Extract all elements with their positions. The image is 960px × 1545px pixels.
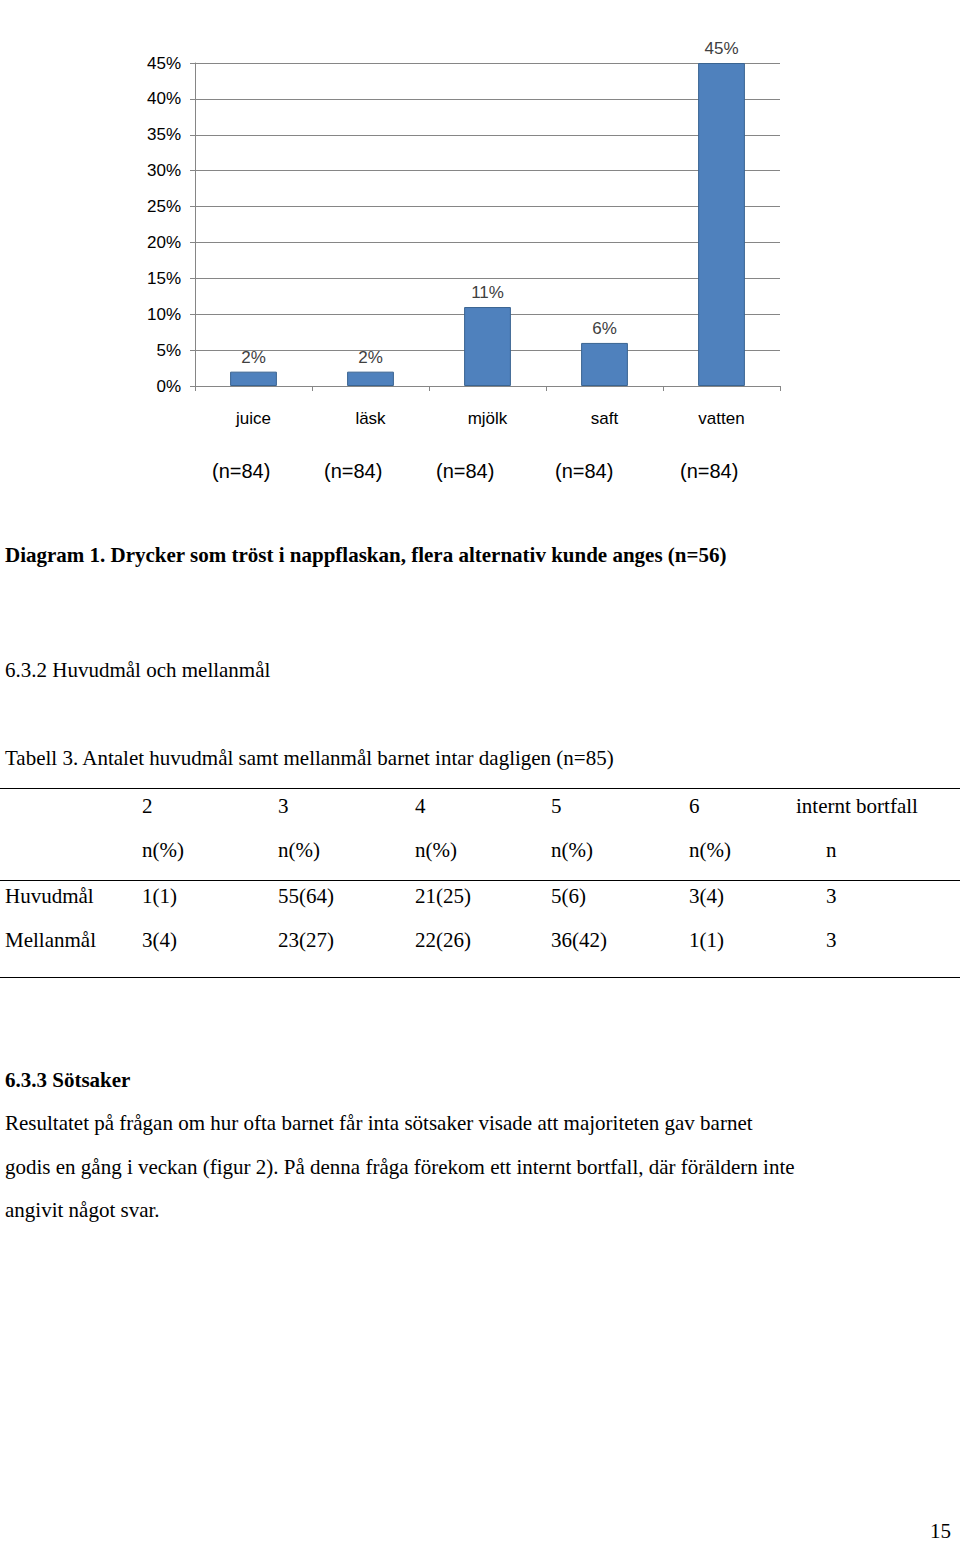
html-text:n(%): n(%) [551,838,593,862]
svg-text:10%: 10% [147,305,181,324]
html-text:55(64): 55(64) [278,884,334,908]
html-text:6.3.2 Huvudmål och mellanmål: 6.3.2 Huvudmål och mellanmål [5,658,271,682]
html-text:(n=84): (n=84) [555,460,614,482]
html-text:Mellanmål: Mellanmål [5,928,96,952]
html-text:(n=84): (n=84) [324,460,383,482]
svg-text:45%: 45% [704,39,738,58]
html-text:internt bortfall: internt bortfall [796,794,918,818]
html-text:2: 2 [142,794,153,818]
svg-text:2%: 2% [358,348,383,367]
html-text:21(25): 21(25) [415,884,471,908]
html-text:3(4): 3(4) [689,884,724,908]
svg-text:11%: 11% [471,283,504,302]
svg-text:5%: 5% [156,341,181,360]
html-text:3: 3 [826,928,837,952]
svg-text:läsk: läsk [355,409,386,428]
html-text:Tabell 3. Antalet huvudmål sam: Tabell 3. Antalet huvudmål samt mellanmå… [5,746,614,770]
html-text:36(42): 36(42) [551,928,607,952]
html-text:3: 3 [278,794,289,818]
html-text:Resultatet på frågan om hur of: Resultatet på frågan om hur ofta barnet … [5,1111,753,1135]
html-text:3: 3 [826,884,837,908]
svg-text:20%: 20% [147,233,181,252]
html-text:(n=84): (n=84) [680,460,739,482]
html-text:godis en gång i veckan (figur: godis en gång i veckan (figur 2). På den… [5,1154,795,1179]
svg-text:30%: 30% [147,161,181,180]
svg-text:6%: 6% [592,319,617,338]
svg-text:0%: 0% [156,377,181,396]
html-text:22(26): 22(26) [415,928,471,952]
html-text:angivit något svar.: angivit något svar. [5,1198,160,1222]
svg-text:35%: 35% [147,125,181,144]
html-text:Huvudmål: Huvudmål [5,884,94,908]
svg-text:2%: 2% [241,348,266,367]
svg-text:25%: 25% [147,197,181,216]
svg-text:juice: juice [235,409,271,428]
svg-text:vatten: vatten [698,409,744,428]
html-text:5(6): 5(6) [551,884,586,908]
html-text:6: 6 [689,794,700,818]
html-text:23(27): 23(27) [278,928,334,952]
svg-text:45%: 45% [147,54,181,73]
html-text:(n=84): (n=84) [212,460,271,482]
html-text:n(%): n(%) [278,838,320,862]
html-text:(n=84): (n=84) [436,460,495,482]
svg-text:saft: saft [591,409,619,428]
svg-text:15%: 15% [147,269,181,288]
svg-text:40%: 40% [147,89,181,108]
html-text:n(%): n(%) [142,838,184,862]
html-text:n: n [826,838,837,862]
html-text:15: 15 [930,1519,951,1543]
html-text:4: 4 [415,794,426,818]
html-text:Diagram 1. Drycker som tröst i: Diagram 1. Drycker som tröst i nappflask… [5,543,727,567]
svg-text:mjölk: mjölk [468,409,508,428]
html-text:5: 5 [551,794,562,818]
html-text:6.3.3 Sötsaker: 6.3.3 Sötsaker [5,1068,131,1092]
html-text:1(1): 1(1) [142,884,177,908]
html-text:n(%): n(%) [689,838,731,862]
html-text:3(4): 3(4) [142,928,177,952]
html-text:n(%): n(%) [415,838,457,862]
html-text:1(1): 1(1) [689,928,724,952]
